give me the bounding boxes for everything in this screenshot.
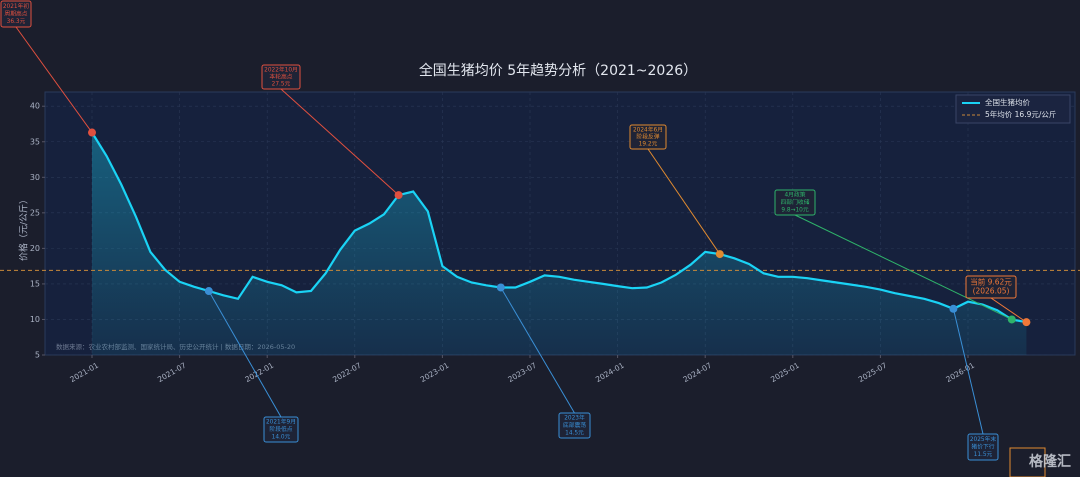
annotation-arrow [990,297,1027,323]
annotation-text: 2025年末 [970,435,997,443]
y-tick-label: 10 [30,315,40,324]
annotation-arrow [500,287,575,414]
annotation-arrow [794,214,1013,320]
annotation-box [774,189,816,216]
annotation-text: 36.3元 [7,18,26,25]
y-tick-label: 35 [30,137,40,146]
watermark: 格隆汇 [1029,453,1071,470]
legend-box [955,94,1071,124]
annotation-arrow [952,308,984,435]
annotation-text: 2021年初 [3,2,30,10]
annotation-arrow [647,148,721,255]
annotation-text: 当前 9.62元 [970,276,1012,286]
y-axis-label: 价格（元/公斤） [18,195,30,261]
annotation-box [629,124,667,150]
annotation-text: 本轮高点 [269,73,292,81]
legend-label: 5年均价 16.9元/公斤 [985,109,1056,119]
line [91,131,1027,324]
annotation-text: 2024年6月 [633,125,663,133]
y-tick-label: 5 [35,351,40,360]
annotation-text: (2026.05) [973,287,1010,296]
annotation-point [1007,315,1016,324]
annotation-box [965,275,1017,299]
annotation-text: 4月政策 [784,191,805,199]
annotation-text: 阶段反弹 [636,133,659,141]
annotation-text: 19.2元 [639,141,658,148]
y-tick-label: 25 [30,208,40,217]
annotation-point [715,250,724,259]
annotation-arrow [280,88,399,196]
annotation-text: 2021年9月 [266,418,296,426]
annotation-text: 四部门收储 [781,198,810,206]
annotation-text: 14.5元 [565,429,584,436]
annotation-text: 底部震荡 [563,421,586,429]
area [92,132,1027,355]
annotation-text: 14.0元 [272,433,291,440]
annotation-arrow [15,26,93,133]
annotation-point [394,191,403,200]
chart-title: 全国生猪均价 5年趋势分析（2021~2026） [419,62,697,79]
annotation-box [261,64,301,90]
annotation-text: 27.5元 [272,81,291,88]
annotation-text: 11.5元 [974,451,993,458]
annotation-text: 2022年10月 [264,65,298,73]
annotation-text: 9.8→10元 [781,206,808,213]
annotation-box [558,412,591,439]
legend: 全国生猪均价 5年均价 16.9元/公斤 [955,94,1071,124]
annotation-point [204,287,213,296]
annotation-arrow [208,290,282,418]
annotation-box [263,416,299,443]
annotation-box [1009,447,1046,477]
annotation-text: 周期高点 [4,10,27,18]
annotation-box [0,0,32,28]
annotation-text: 猪价下行 [971,443,994,451]
y-tick-label: 40 [30,102,40,111]
y-tick-label: 15 [30,279,40,288]
y-tick-label: 30 [30,173,40,182]
legend-label: 全国生猪均价 [985,97,1030,107]
annotation-point [1022,318,1031,327]
y-tick-label: 20 [30,244,40,253]
annotation-point [496,283,505,292]
annotation-point [949,304,958,313]
annotation-point [88,128,96,137]
annotation-box [967,433,999,461]
annotation-text: 2023年 [564,414,585,422]
annotation-text: 阶段低点 [269,425,292,433]
